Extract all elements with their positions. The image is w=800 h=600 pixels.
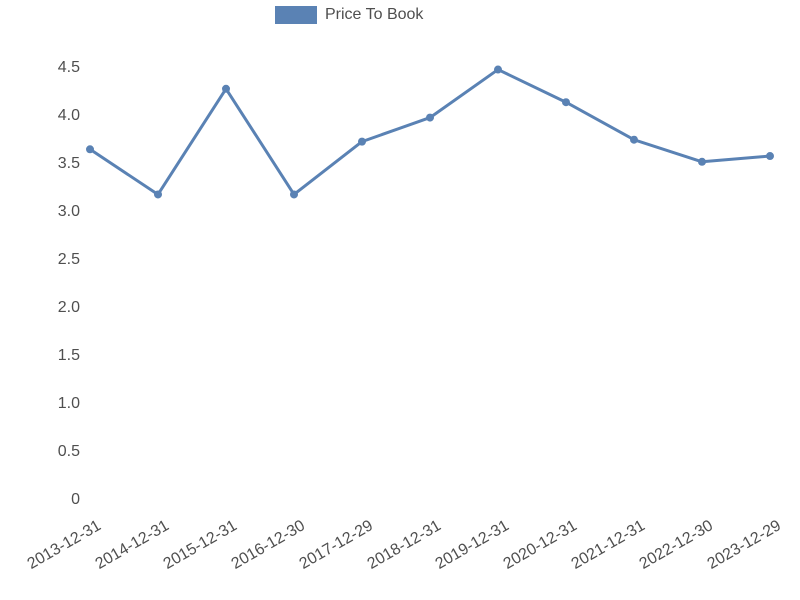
data-point: [86, 145, 94, 153]
data-point: [766, 152, 774, 160]
y-tick-label: 3.5: [58, 155, 80, 173]
data-point: [562, 98, 570, 106]
chart-container: Price To Book 00.51.01.52.02.53.03.54.04…: [0, 0, 800, 600]
data-point: [426, 114, 434, 122]
plot-svg: [0, 0, 800, 600]
data-point: [630, 136, 638, 144]
y-tick-label: 1.0: [58, 395, 80, 413]
data-point: [290, 190, 298, 198]
data-point: [358, 138, 366, 146]
y-tick-label: 0: [71, 491, 80, 509]
data-point: [222, 85, 230, 93]
y-tick-label: 4.5: [58, 59, 80, 77]
data-point: [494, 66, 502, 74]
y-tick-label: 0.5: [58, 443, 80, 461]
series-line: [90, 70, 770, 195]
y-tick-label: 2.0: [58, 299, 80, 317]
y-tick-label: 4.0: [58, 107, 80, 125]
y-tick-label: 3.0: [58, 203, 80, 221]
data-point: [154, 190, 162, 198]
data-point: [698, 158, 706, 166]
y-tick-label: 1.5: [58, 347, 80, 365]
y-tick-label: 2.5: [58, 251, 80, 269]
